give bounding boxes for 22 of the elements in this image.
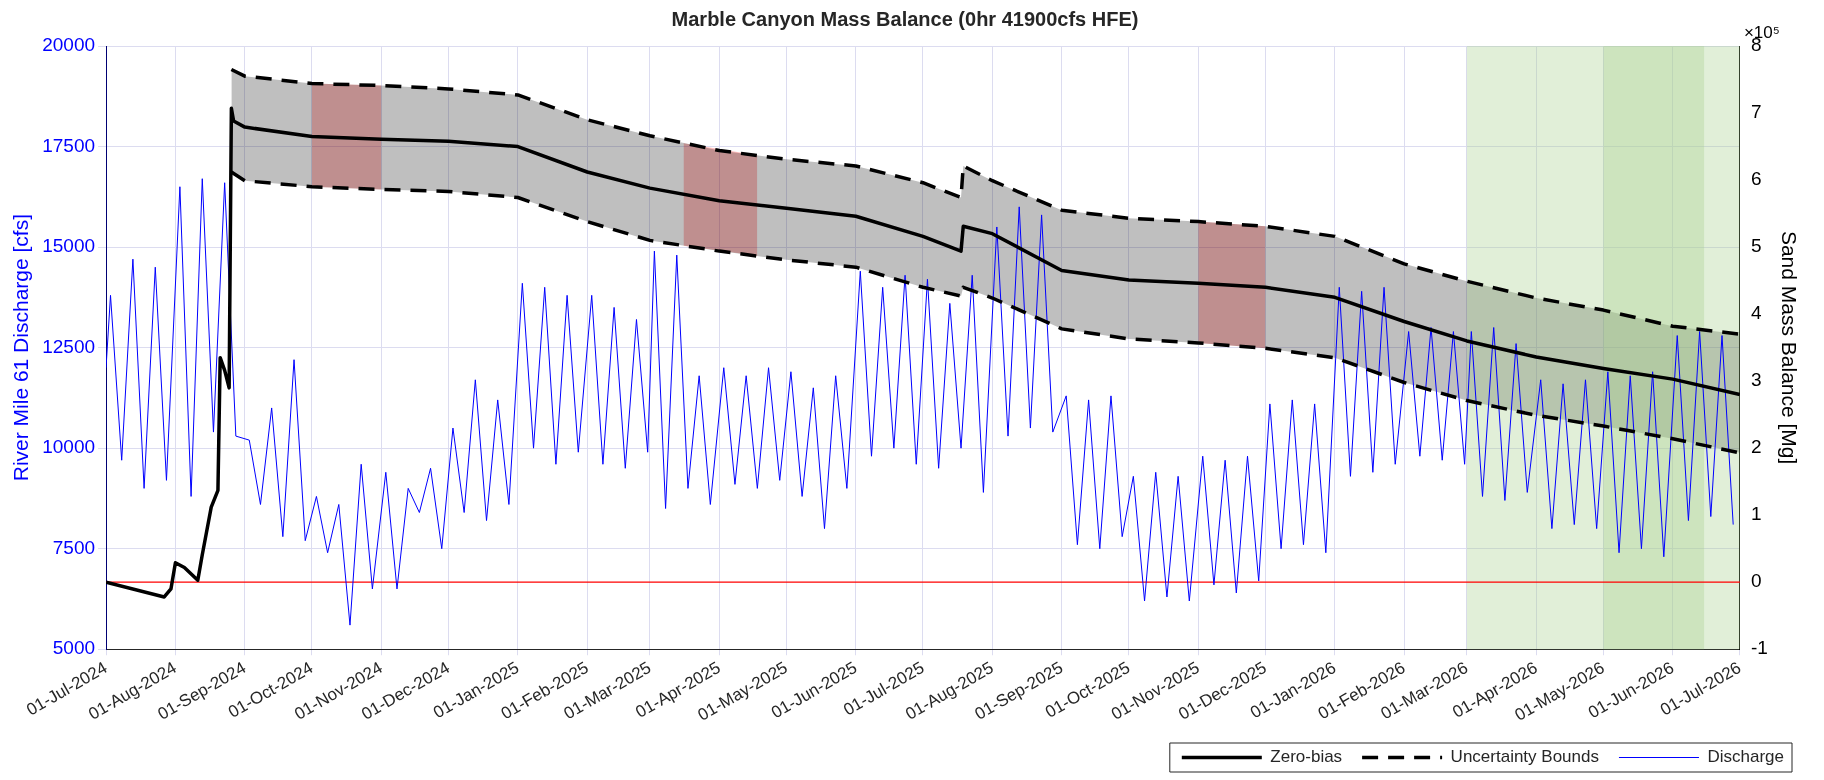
y2-tick-label: 7 <box>1750 101 1762 123</box>
y-tick-label: 10000 <box>42 436 96 458</box>
chart-title: Marble Canyon Mass Balance (0hr 41900cfs HFE) <box>671 7 1139 30</box>
y-tick-label: 20000 <box>42 34 96 56</box>
legend-label: Zero-bias <box>1270 747 1343 767</box>
y-tick-label: 12500 <box>42 335 96 357</box>
y-tick-label: 17500 <box>42 134 96 156</box>
y2-tick-label: 5 <box>1750 235 1762 257</box>
legend-label: Uncertainty Bounds <box>1450 747 1599 767</box>
y2-tick-label: 3 <box>1750 369 1762 391</box>
y2-axis-title: Sand Mass Balance [Mg] <box>1777 230 1801 465</box>
y2-tick-label: -1 <box>1750 637 1768 659</box>
y2-tick-label: 0 <box>1750 570 1762 592</box>
y2-tick-label: 6 <box>1750 168 1762 190</box>
y-tick-label: 15000 <box>42 235 96 257</box>
legend-label: Discharge <box>1707 747 1785 767</box>
y2-tick-label: 1 <box>1750 503 1762 525</box>
y-tick-label: 5000 <box>52 637 96 659</box>
y-tick-label: 7500 <box>52 536 96 558</box>
y2-tick-label: 4 <box>1750 302 1762 324</box>
y-axis-title: River Mile 61 Discharge [cfs] <box>9 214 33 482</box>
y2-tick-label: 2 <box>1750 436 1762 458</box>
